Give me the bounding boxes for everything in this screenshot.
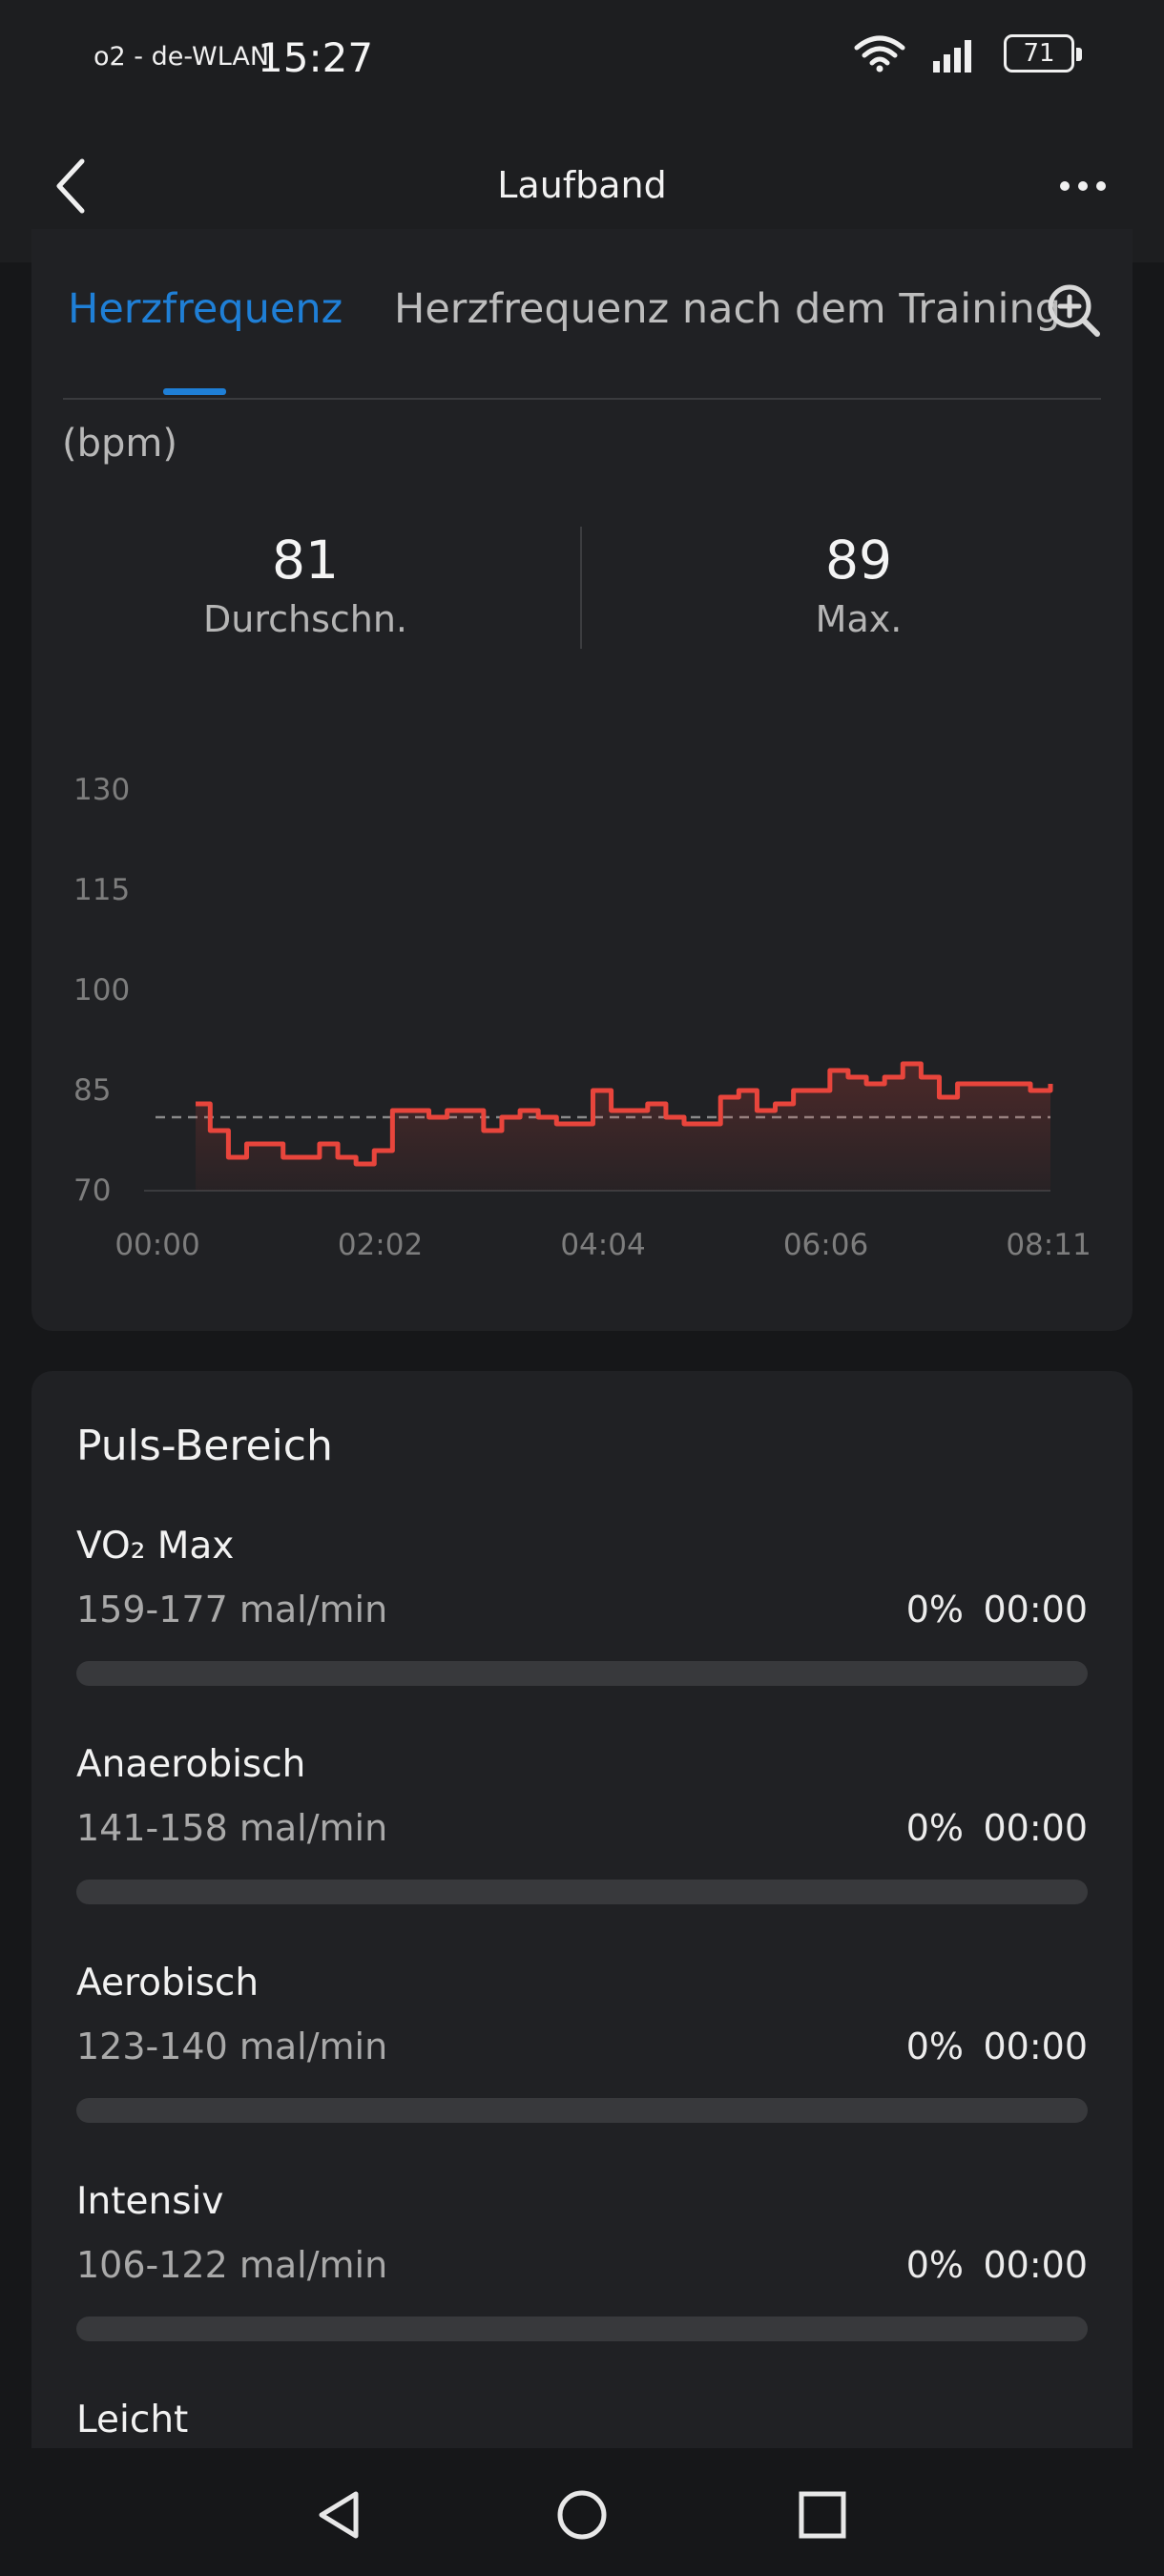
tab-heart-rate-after-training[interactable]: Herzfrequenz nach dem Training [394,285,1062,333]
zone-progress-bar [76,1661,1088,1686]
more-button[interactable] [1050,162,1116,210]
zone-name: Anaerobisch [76,1743,306,1786]
tab-indicator [163,388,226,395]
zone-range: 141-158 mal/min [76,1807,388,1849]
nav-recents-icon [799,2491,846,2539]
pulse-zones-card [31,1371,1133,2576]
y-tick-label: 100 [73,973,130,1008]
y-tick-label: 85 [73,1073,111,1108]
zone-name: Aerobisch [76,1962,260,2005]
stat-max: 89 Max. [658,530,1059,640]
wifi-icon [854,35,905,73]
zone-time: 00:00 [983,2025,1088,2067]
zone-progress-bar [76,2098,1088,2123]
zone-progress-bar [76,2316,1088,2341]
more-icon-dot [1060,181,1070,191]
zone-percent: 0% [905,1807,964,1849]
zone-name: VO₂ Max [76,1525,235,1568]
heart-rate-line [196,1061,1053,1167]
system-nav-bar [0,2448,1164,2576]
back-arrow-icon [56,158,85,214]
zone-item: Anaerobisch 141-158 mal/min 0% 00:00 [76,1743,1088,1904]
section-title: Puls-Bereich [76,1422,333,1470]
nav-recents-button[interactable] [784,2477,861,2553]
average-value: 81 [272,530,339,591]
zone-name: Intensiv [76,2180,224,2223]
zone-time: 00:00 [983,1589,1088,1631]
nav-back-icon [319,2491,359,2539]
x-tick-label: 04:04 [560,1228,645,1262]
y-tick-label: 130 [73,773,130,807]
signal-icon [933,40,971,73]
heart-rate-area [196,1064,1051,1191]
zone-range: 106-122 mal/min [76,2244,388,2286]
zone-item: Leicht [76,2399,1088,2441]
tab-bar: Herzfrequenz Herzfrequenz nach dem Train… [31,262,1133,401]
status-bar: o2 - de-WLAN 15:27 71 [0,0,1164,114]
battery-level: 71 [1023,39,1055,68]
zone-percent: 0% [905,2244,964,2286]
x-tick-label: 06:06 [783,1228,868,1262]
zone-time: 00:00 [983,2244,1088,2286]
zoom-in-icon[interactable] [1045,281,1102,339]
y-tick-label: 115 [73,873,130,907]
stat-average: 81 Durchschn. [105,530,506,640]
battery-icon: 71 [1004,34,1082,73]
nav-back-button[interactable] [301,2477,377,2553]
more-icon-dot [1096,181,1106,191]
zone-time: 00:00 [983,1807,1088,1849]
average-label: Durchschn. [202,598,408,640]
unit-label: (bpm) [62,422,177,466]
zone-percent: 0% [905,2025,964,2067]
zone-name: Leicht [76,2399,189,2441]
stat-divider [580,527,582,649]
back-button[interactable] [42,153,99,219]
zone-item: Intensiv 106-122 mal/min 0% 00:00 [76,2180,1088,2341]
tab-heart-rate[interactable]: Herzfrequenz [68,285,343,333]
more-icon-dot [1078,181,1088,191]
tabs-divider [63,398,1101,400]
page-title: Laufband [497,164,667,206]
max-label: Max. [815,598,903,640]
zone-progress-bar [76,1880,1088,1904]
carrier-label: o2 - de-WLAN [94,42,270,72]
y-tick-label: 70 [73,1174,111,1208]
x-tick-label: 02:02 [338,1228,423,1262]
status-time: 15:27 [258,34,374,81]
zone-range: 159-177 mal/min [76,1589,388,1631]
max-value: 89 [825,530,892,591]
zone-range: 123-140 mal/min [76,2025,388,2067]
nav-home-button[interactable] [544,2477,620,2553]
x-tick-label: 08:11 [1006,1228,1091,1262]
zone-item: Aerobisch 123-140 mal/min 0% 00:00 [76,1962,1088,2123]
x-tick-label: 00:00 [114,1228,199,1262]
zone-item: VO₂ Max 159-177 mal/min 0% 00:00 [76,1525,1088,1686]
nav-home-icon [557,2490,607,2540]
zone-percent: 0% [905,1589,964,1631]
